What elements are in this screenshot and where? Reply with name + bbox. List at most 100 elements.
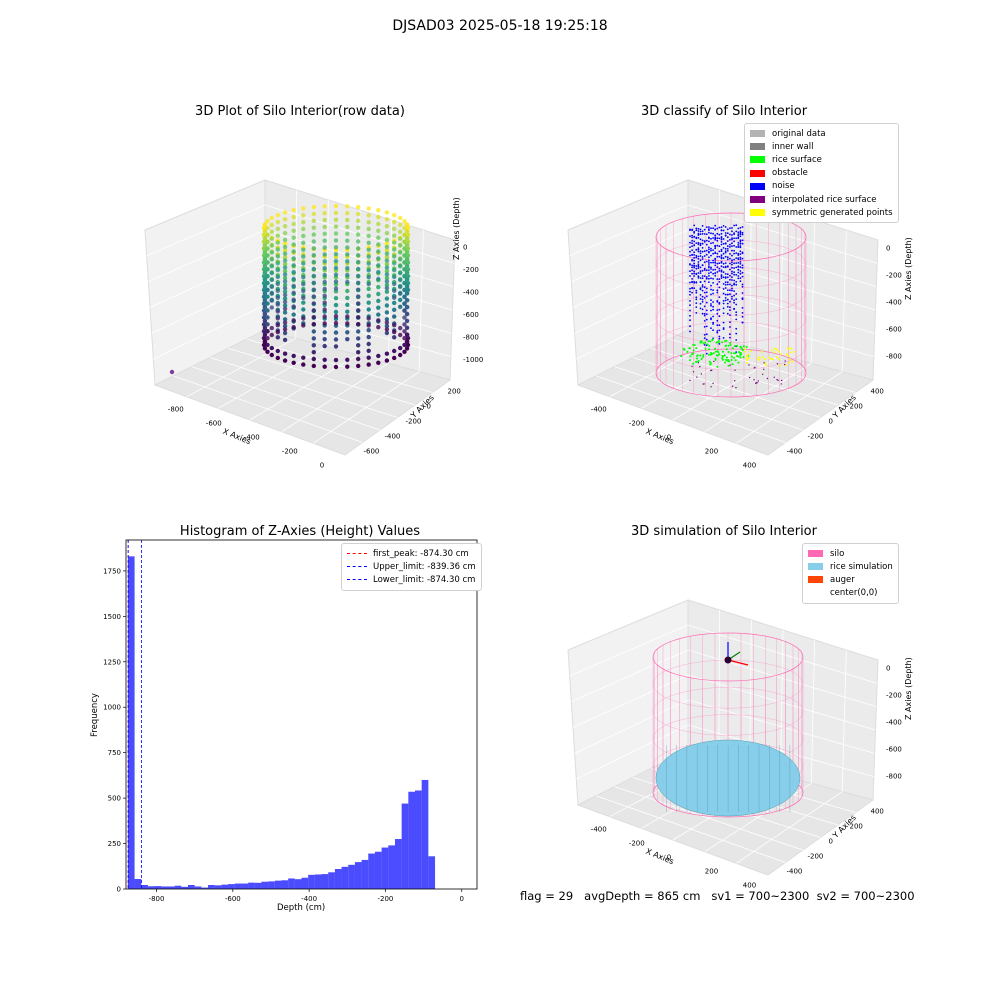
raw-point: [398, 297, 403, 303]
raw-point: [282, 224, 288, 229]
rice-surface-point: [709, 340, 712, 343]
interpolated-point: [689, 379, 691, 382]
histogram-title: Histogram of Z-Axies (Height) Values: [179, 524, 421, 539]
raw-point: [345, 231, 350, 236]
raw-point: [265, 329, 270, 334]
raw-point: [282, 262, 288, 267]
symmetric-point: [793, 350, 795, 353]
histogram-bar: [394, 839, 402, 889]
noise-point: [733, 279, 735, 282]
symmetric-point: [770, 349, 773, 352]
raw-point: [366, 341, 371, 347]
classify-z-tick: -600: [886, 325, 902, 333]
raw-point: [356, 329, 361, 334]
raw-point: [376, 256, 381, 261]
classify-legend-entry: inner wall: [750, 140, 893, 153]
raw-point: [311, 315, 316, 320]
raw-point: [384, 358, 390, 363]
noise-point: [712, 252, 714, 255]
noise-point: [695, 289, 698, 292]
noise-point: [733, 244, 735, 247]
raw-point: [384, 262, 390, 267]
noise-point: [739, 233, 742, 236]
raw-point: [376, 235, 381, 240]
histogram-bar: [161, 886, 168, 889]
histogram-y-tick-label: 1250: [103, 658, 121, 666]
raw-point: [376, 284, 381, 290]
histogram-bar: [228, 884, 235, 889]
raw-point: [404, 229, 410, 234]
center-point: [724, 656, 732, 664]
raw-point: [376, 263, 381, 268]
simulation-x-tick: -200: [629, 839, 645, 847]
raw-point: [311, 363, 316, 369]
noise-point: [726, 283, 729, 286]
raw-point: [356, 232, 361, 237]
legend-label: noise: [772, 181, 795, 192]
noise-point: [739, 266, 742, 269]
noise-point: [739, 242, 742, 245]
noise-point: [699, 252, 702, 255]
raw-point: [356, 363, 361, 369]
noise-point: [716, 291, 719, 294]
noise-point: [739, 253, 742, 256]
noise-point: [699, 272, 702, 274]
interpolated-point: [729, 364, 731, 366]
raw-point: [345, 252, 350, 257]
noise-point: [737, 254, 740, 256]
raw-point: [282, 258, 288, 263]
noise-point: [716, 330, 719, 332]
noise-point: [735, 298, 738, 300]
noise-point: [737, 246, 740, 249]
raw-point: [311, 287, 316, 292]
noise-point: [689, 293, 691, 296]
noise-point: [741, 231, 744, 234]
noise-point: [703, 337, 706, 340]
raw-point: [322, 224, 327, 230]
classify-point-cloud: [655, 212, 807, 398]
classify-legend-entry: interpolated rice surface: [750, 193, 893, 206]
noise-point: [699, 238, 702, 241]
grid-line: [146, 204, 266, 257]
rice-surface-point: [702, 342, 705, 345]
legend-label: obstacle: [772, 168, 808, 179]
noise-point: [712, 277, 714, 280]
raw-point: [376, 221, 381, 227]
noise-point: [697, 255, 700, 258]
noise-point: [695, 237, 698, 240]
raw-point: [384, 317, 390, 322]
raw-point: [333, 337, 339, 342]
raw-point: [384, 303, 390, 308]
simulation-scene: [652, 632, 804, 818]
noise-point: [710, 242, 712, 245]
histogram-bar: [321, 874, 329, 889]
raw-point: [291, 312, 296, 317]
raw-point: [392, 288, 397, 293]
noise-point: [735, 311, 738, 314]
raw-point: [345, 217, 350, 223]
rice-surface-point: [696, 354, 699, 357]
noise-point: [705, 233, 708, 236]
noise-point: [712, 301, 714, 303]
raw-point: [384, 217, 390, 222]
noise-point: [701, 233, 704, 235]
noise-point: [731, 289, 733, 292]
raw-point: [261, 329, 267, 334]
rice-surface-point: [725, 344, 727, 347]
noise-point: [733, 258, 735, 261]
interpolated-point: [700, 373, 702, 375]
grid-line: [149, 254, 266, 308]
noise-point: [735, 266, 738, 269]
noise-point: [714, 234, 717, 237]
status-footer: flag = 29 avgDepth = 865 cm sv1 = 700~23…: [520, 889, 915, 903]
noise-point: [724, 281, 727, 284]
noise-point: [739, 277, 742, 279]
symmetric-point: [745, 357, 748, 360]
noise-point: [720, 257, 723, 260]
noise-point: [737, 252, 740, 255]
histogram-x-tick-label: -400: [301, 895, 317, 903]
noise-point: [722, 262, 725, 265]
symmetric-point: [777, 358, 780, 361]
rice-surface-point: [721, 355, 724, 358]
noise-point: [724, 262, 727, 264]
